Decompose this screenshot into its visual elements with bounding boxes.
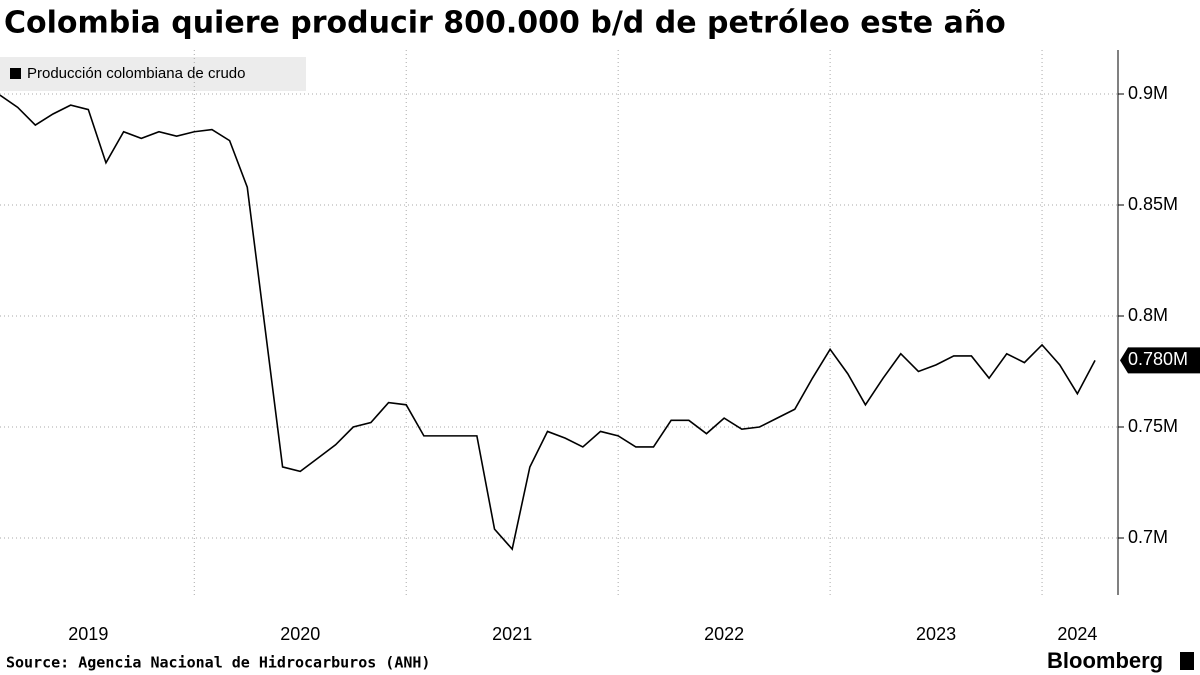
x-tick-label: 2019	[68, 624, 108, 644]
brand-icon	[1180, 652, 1194, 670]
last-value-box	[1120, 347, 1200, 374]
y-tick-label: 0.75M	[1128, 416, 1178, 436]
y-tick-label: 0.85M	[1128, 194, 1178, 214]
legend-label: Producción colombiana de crudo	[27, 65, 245, 82]
x-tick-label: 2023	[916, 624, 956, 644]
legend-swatch	[10, 68, 21, 79]
y-tick-label: 0.7M	[1128, 527, 1168, 547]
x-tick-label: 2022	[704, 624, 744, 644]
x-tick-label: 2024	[1057, 624, 1097, 644]
y-tick-label: 0.9M	[1128, 83, 1168, 103]
x-tick-label: 2020	[280, 624, 320, 644]
legend-box	[0, 57, 306, 91]
brand: Bloomberg	[1047, 648, 1163, 673]
y-tick-label: 0.8M	[1128, 305, 1168, 325]
chart-title: Colombia quiere producir 800.000 b/d de …	[4, 6, 1006, 41]
x-tick-label: 2021	[492, 624, 532, 644]
source: Source: Agencia Nacional de Hidrocarburo…	[6, 654, 430, 672]
line	[0, 94, 1096, 551]
last-value-label: 0.780M	[1128, 349, 1188, 369]
